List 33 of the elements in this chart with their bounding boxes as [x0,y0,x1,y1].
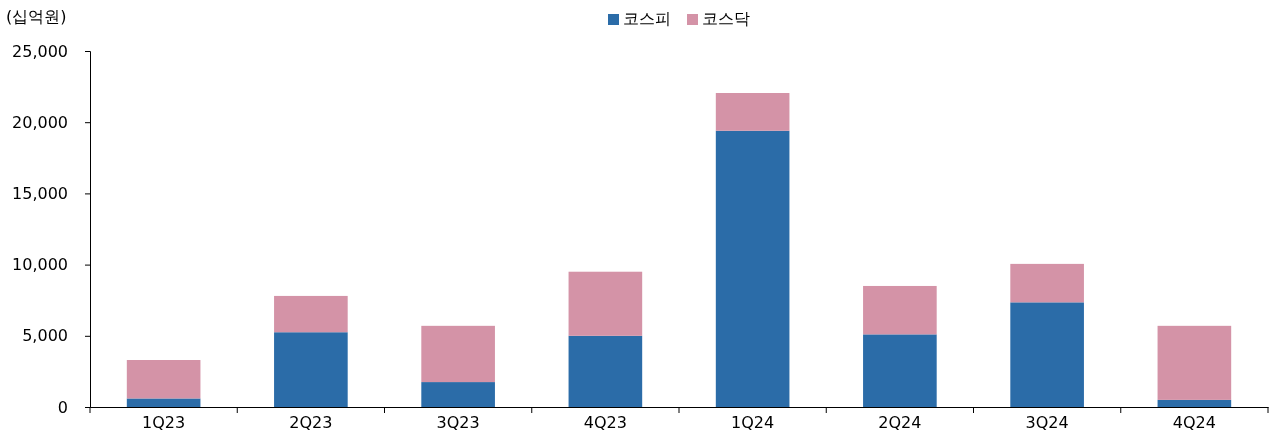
y-tick-label: 10,000 [12,255,68,275]
y-tick-label: 5,000 [22,326,68,346]
bar [1010,263,1084,303]
x-tick-label: 1Q23 [142,412,186,432]
legend-label: 코스피 [623,9,671,28]
bar [568,271,643,336]
y-tick-label: 15,000 [12,184,68,204]
bar [568,335,643,407]
bar [863,285,937,335]
bar [715,130,790,407]
bar [1157,325,1232,400]
bar [715,93,790,131]
bar [421,325,495,383]
x-tick-label: 4Q23 [583,412,627,432]
bar [274,295,348,333]
y-tick-label: 20,000 [12,112,68,132]
y-axis-title: (십억원) [6,7,67,26]
y-tick-label: 0 [57,397,68,417]
bar [126,360,201,399]
x-tick-label: 3Q23 [436,412,480,432]
legend-label: 코스닥 [702,9,750,28]
x-tick-label: 1Q24 [731,412,775,432]
x-tick-label: 2Q24 [878,412,922,432]
bar [1010,302,1084,407]
x-tick-label: 2Q23 [289,412,333,432]
bar [126,398,201,407]
y-tick-label: 25,000 [12,41,68,61]
x-tick-label: 4Q24 [1172,412,1216,432]
bar [274,332,348,407]
bar [421,382,495,407]
x-tick-label: 3Q24 [1025,412,1069,432]
bar [1157,399,1232,407]
bar [863,334,937,407]
